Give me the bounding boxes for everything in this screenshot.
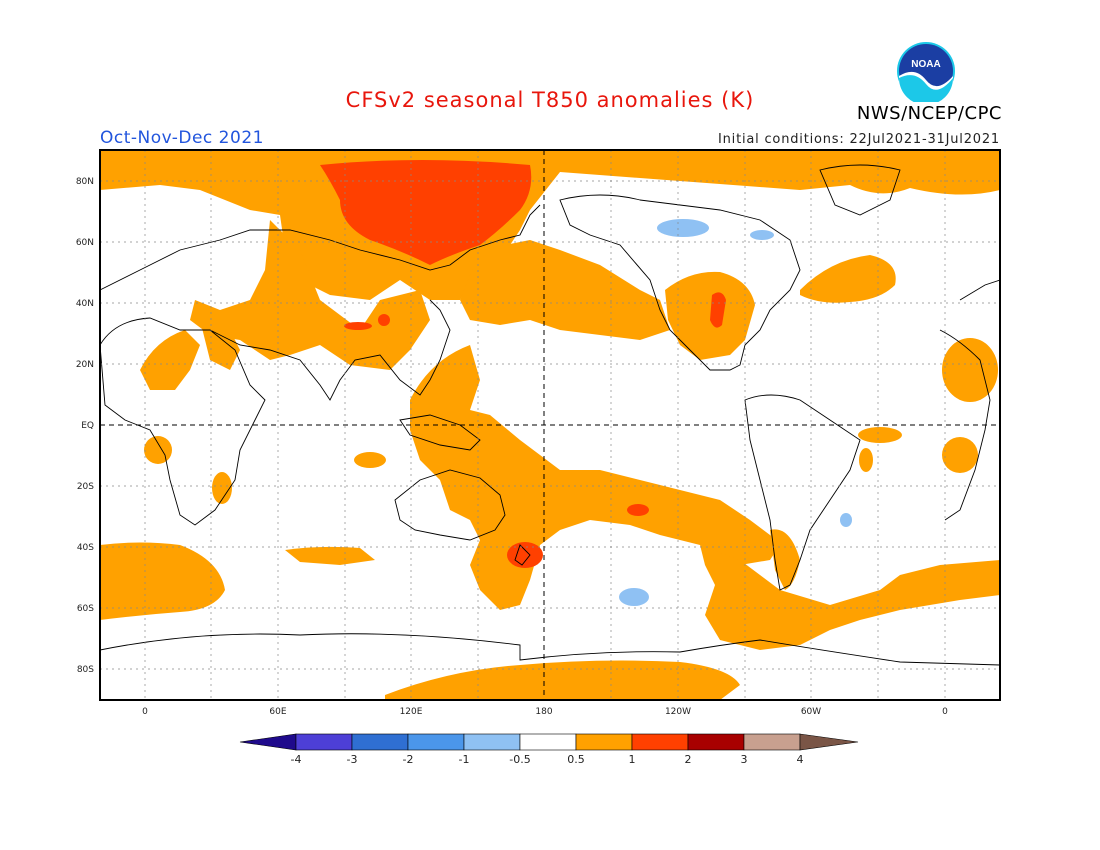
lat-label: 40S: [77, 543, 94, 553]
warm-region-west-pacific: [410, 345, 780, 610]
colorbar-label: -3: [347, 753, 358, 766]
noaa-logo: NOAA: [897, 42, 955, 102]
colorbar-label: 2: [685, 753, 692, 766]
colorbar-arrow-low: [239, 733, 297, 751]
lat-label: 80N: [76, 177, 94, 187]
colorbar-segment: [351, 733, 409, 751]
warm-region-arctic: [100, 150, 1000, 300]
colorbar-segment: [407, 733, 465, 751]
warm-region-south-pacific: [700, 545, 1000, 650]
lat-label: 20N: [76, 360, 94, 370]
colorbar-segment: [463, 733, 521, 751]
lon-label: 0: [142, 707, 148, 717]
colorbar-label: 0.5: [567, 753, 585, 766]
lon-label: 180: [535, 707, 552, 717]
map-title: CFSv2 seasonal T850 anomalies (K): [345, 88, 755, 112]
lon-label: 60W: [801, 707, 821, 717]
lon-label: 120W: [665, 707, 691, 717]
warm-region-indian-ocean-south: [285, 546, 375, 565]
lat-label: 20S: [77, 482, 94, 492]
warm-region-north-america: [665, 271, 755, 360]
map-frame: [99, 149, 1001, 701]
lon-label: 0: [942, 707, 948, 717]
colorbar-label: -1: [459, 753, 470, 766]
initial-conditions: Initial conditions: 22Jul2021-31Jul2021: [717, 132, 1000, 147]
warm-region-eurasia: [190, 220, 430, 370]
strong-warm-new-zealand: [507, 542, 543, 568]
colorbar-label: -4: [291, 753, 302, 766]
strong-warm-siberia: [320, 160, 532, 265]
warm-region-arabia: [200, 320, 240, 370]
lon-label: 60E: [269, 707, 286, 717]
colorbar-label: -0.5: [509, 753, 530, 766]
cool-region-canada: [657, 219, 709, 237]
lat-label: 80S: [77, 665, 94, 675]
coastlines: [100, 164, 1000, 666]
colorbar-label: 3: [741, 753, 748, 766]
lat-label: 60N: [76, 238, 94, 248]
warm-region-east-africa: [212, 472, 232, 504]
warm-region-north-pacific: [460, 240, 670, 340]
lat-label: 60S: [77, 604, 94, 614]
warm-region-southern-ocean-west: [100, 542, 225, 620]
warm-region-atlantic-tropical: [942, 338, 998, 402]
strong-warm-north-america: [710, 292, 726, 328]
gridlines: [100, 150, 1000, 700]
cool-region-southern-ocean: [619, 588, 649, 606]
warm-region-west-africa: [140, 330, 200, 390]
noaa-logo-text: NOAA: [911, 59, 940, 70]
warm-region-atlantic-south: [859, 448, 873, 472]
colorbar-segment: [575, 733, 633, 751]
colorbar-segment: [519, 733, 577, 751]
lat-label: EQ: [81, 421, 94, 431]
lat-label: 40N: [76, 299, 94, 309]
colorbar-label: 4: [797, 753, 804, 766]
cool-region-hudson: [750, 230, 774, 240]
cool-region-south-atlantic: [840, 513, 852, 527]
colorbar-arrow-high: [799, 733, 859, 751]
strong-warm-asia: [378, 314, 390, 326]
colorbar: -4 -3 -2 -1 -0.5 0.5 1 2 3 4: [239, 733, 859, 766]
colorbar-label: -2: [403, 753, 414, 766]
colorbar-label: 1: [629, 753, 636, 766]
warm-region-north-atlantic: [800, 255, 896, 303]
warm-region-amazon: [858, 427, 902, 443]
colorbar-segment: [743, 733, 801, 751]
strong-warm-tibet: [344, 322, 372, 330]
lon-label: 120E: [400, 707, 423, 717]
colorbar-segment: [687, 733, 745, 751]
colorbar-segment: [631, 733, 689, 751]
colorbar-segment: [295, 733, 353, 751]
warm-region-central-africa: [144, 436, 172, 464]
agency-label: NWS/NCEP/CPC: [856, 103, 1002, 124]
forecast-period: Oct-Nov-Dec 2021: [100, 128, 264, 148]
warm-region-brazil: [942, 437, 978, 473]
warm-region-antarctic: [385, 660, 740, 700]
longitude-labels: 0 60E 120E 180 120W 60W 0: [142, 707, 948, 717]
latitude-labels: 80N 60N 40N 20N EQ 20S 40S 60S 80S: [76, 177, 94, 675]
strong-warm-south-pacific: [627, 504, 649, 516]
warm-region-indian-ocean: [354, 452, 386, 468]
